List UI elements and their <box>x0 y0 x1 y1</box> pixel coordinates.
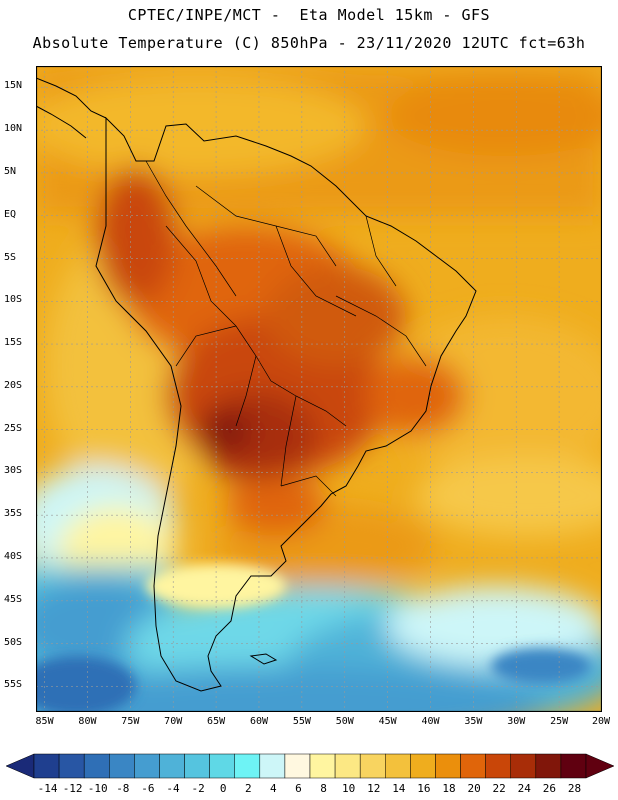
temperature-field <box>36 66 602 712</box>
lat-label: EQ <box>4 208 17 220</box>
lon-label: 75W <box>121 716 140 727</box>
lat-label: 30S <box>4 465 23 477</box>
lon-label: 40W <box>421 716 440 727</box>
colorbar-segment <box>510 753 537 779</box>
graticule <box>36 66 602 712</box>
colorbar-segment <box>309 753 336 779</box>
colorbar-label: 2 <box>244 782 252 795</box>
falkland-islands <box>249 653 278 665</box>
colorbar-label: 4 <box>270 782 277 795</box>
map-panel[interactable] <box>36 66 602 712</box>
chart-title-line2: Absolute Temperature (C) 850hPa - 23/11/… <box>32 34 586 52</box>
country-borders <box>145 160 427 497</box>
colorbar-label: 0 <box>219 782 227 795</box>
coastline-south-america <box>95 116 477 692</box>
temperature-map[interactable] <box>36 66 602 712</box>
lon-label: 50W <box>335 716 354 727</box>
colorbar-segment <box>410 753 436 779</box>
colorbar-label: -10 <box>87 782 108 795</box>
chart-title-line1: CPTEC/INPE/MCT - Eta Model 15km - GFS <box>127 6 491 24</box>
colorbar-label: 14 <box>392 782 406 795</box>
lon-label: 55W <box>292 716 311 727</box>
lon-label: 30W <box>507 716 526 727</box>
lat-label: 50S <box>4 636 23 648</box>
colorbar-segment <box>234 753 261 779</box>
colorbar-label: -2 <box>191 782 205 795</box>
colorbar-label: 22 <box>492 782 506 795</box>
colorbar-segment <box>184 753 210 779</box>
colorbar-segment <box>334 753 361 779</box>
colorbar-label: 8 <box>320 782 327 795</box>
colorbar-label: 26 <box>542 782 556 795</box>
colorbar-label: 6 <box>295 782 302 795</box>
colorbar-segment <box>83 753 110 779</box>
colorbar-label: 28 <box>567 782 582 795</box>
colorbar-segment <box>259 753 286 779</box>
lat-label: 35S <box>4 508 23 520</box>
colorbar-label: 12 <box>367 782 381 795</box>
lon-label: 60W <box>249 716 268 727</box>
lon-label: 85W <box>35 716 54 727</box>
lon-label: 80W <box>78 716 97 727</box>
colorbar-segment <box>159 753 185 779</box>
lat-label: 10S <box>4 294 23 306</box>
colorbar-label: 24 <box>517 782 531 795</box>
coastline-central-america <box>36 77 107 139</box>
lat-label: 10N <box>4 123 23 135</box>
colorbar-segment <box>109 753 135 779</box>
lon-label: 25W <box>550 716 569 727</box>
colorbar-label: 10 <box>342 782 356 795</box>
colorbar-segment <box>284 753 311 779</box>
colorbar-under-arrow <box>5 753 35 779</box>
colorbar-segment <box>435 753 461 779</box>
colorbar <box>5 753 615 779</box>
colorbar-segment <box>460 753 486 779</box>
lat-label: 15N <box>4 80 23 92</box>
lat-label: 45S <box>4 593 23 605</box>
colorbar-label: -12 <box>62 782 83 795</box>
colorbar-segment <box>58 753 85 779</box>
lon-label: 35W <box>464 716 483 727</box>
lon-label: 45W <box>378 716 397 727</box>
colorbar-label: -14 <box>37 782 58 795</box>
lon-label: 70W <box>164 716 183 727</box>
colorbar-label: -6 <box>141 782 155 795</box>
colorbar-label: 20 <box>467 782 481 795</box>
colorbar-segment <box>485 753 511 779</box>
colorbar-segment <box>535 753 562 779</box>
colorbar-over-arrow <box>585 753 615 779</box>
lon-label: 20W <box>591 716 611 727</box>
lat-label: 5N <box>4 165 17 177</box>
colorbar-segment <box>33 753 60 779</box>
colorbar-label: 18 <box>442 782 456 795</box>
lat-label: 15S <box>4 337 23 349</box>
lat-label: 5S <box>4 251 17 263</box>
colorbar-label: 16 <box>417 782 431 795</box>
colorbar-segment <box>134 753 160 779</box>
colorbar-segment <box>209 753 235 779</box>
lat-label: 25S <box>4 422 23 434</box>
map-frame <box>36 66 602 712</box>
lat-label: 55S <box>4 679 23 691</box>
colorbar-segment <box>385 753 411 779</box>
colorbar-segment <box>359 753 386 779</box>
lat-label: 40S <box>4 550 23 562</box>
colorbar-label: -4 <box>166 782 180 795</box>
colorbar-label: -8 <box>116 782 130 795</box>
lat-label: 20S <box>4 379 23 391</box>
colorbar-segment <box>560 753 587 779</box>
lon-label: 65W <box>207 716 226 727</box>
